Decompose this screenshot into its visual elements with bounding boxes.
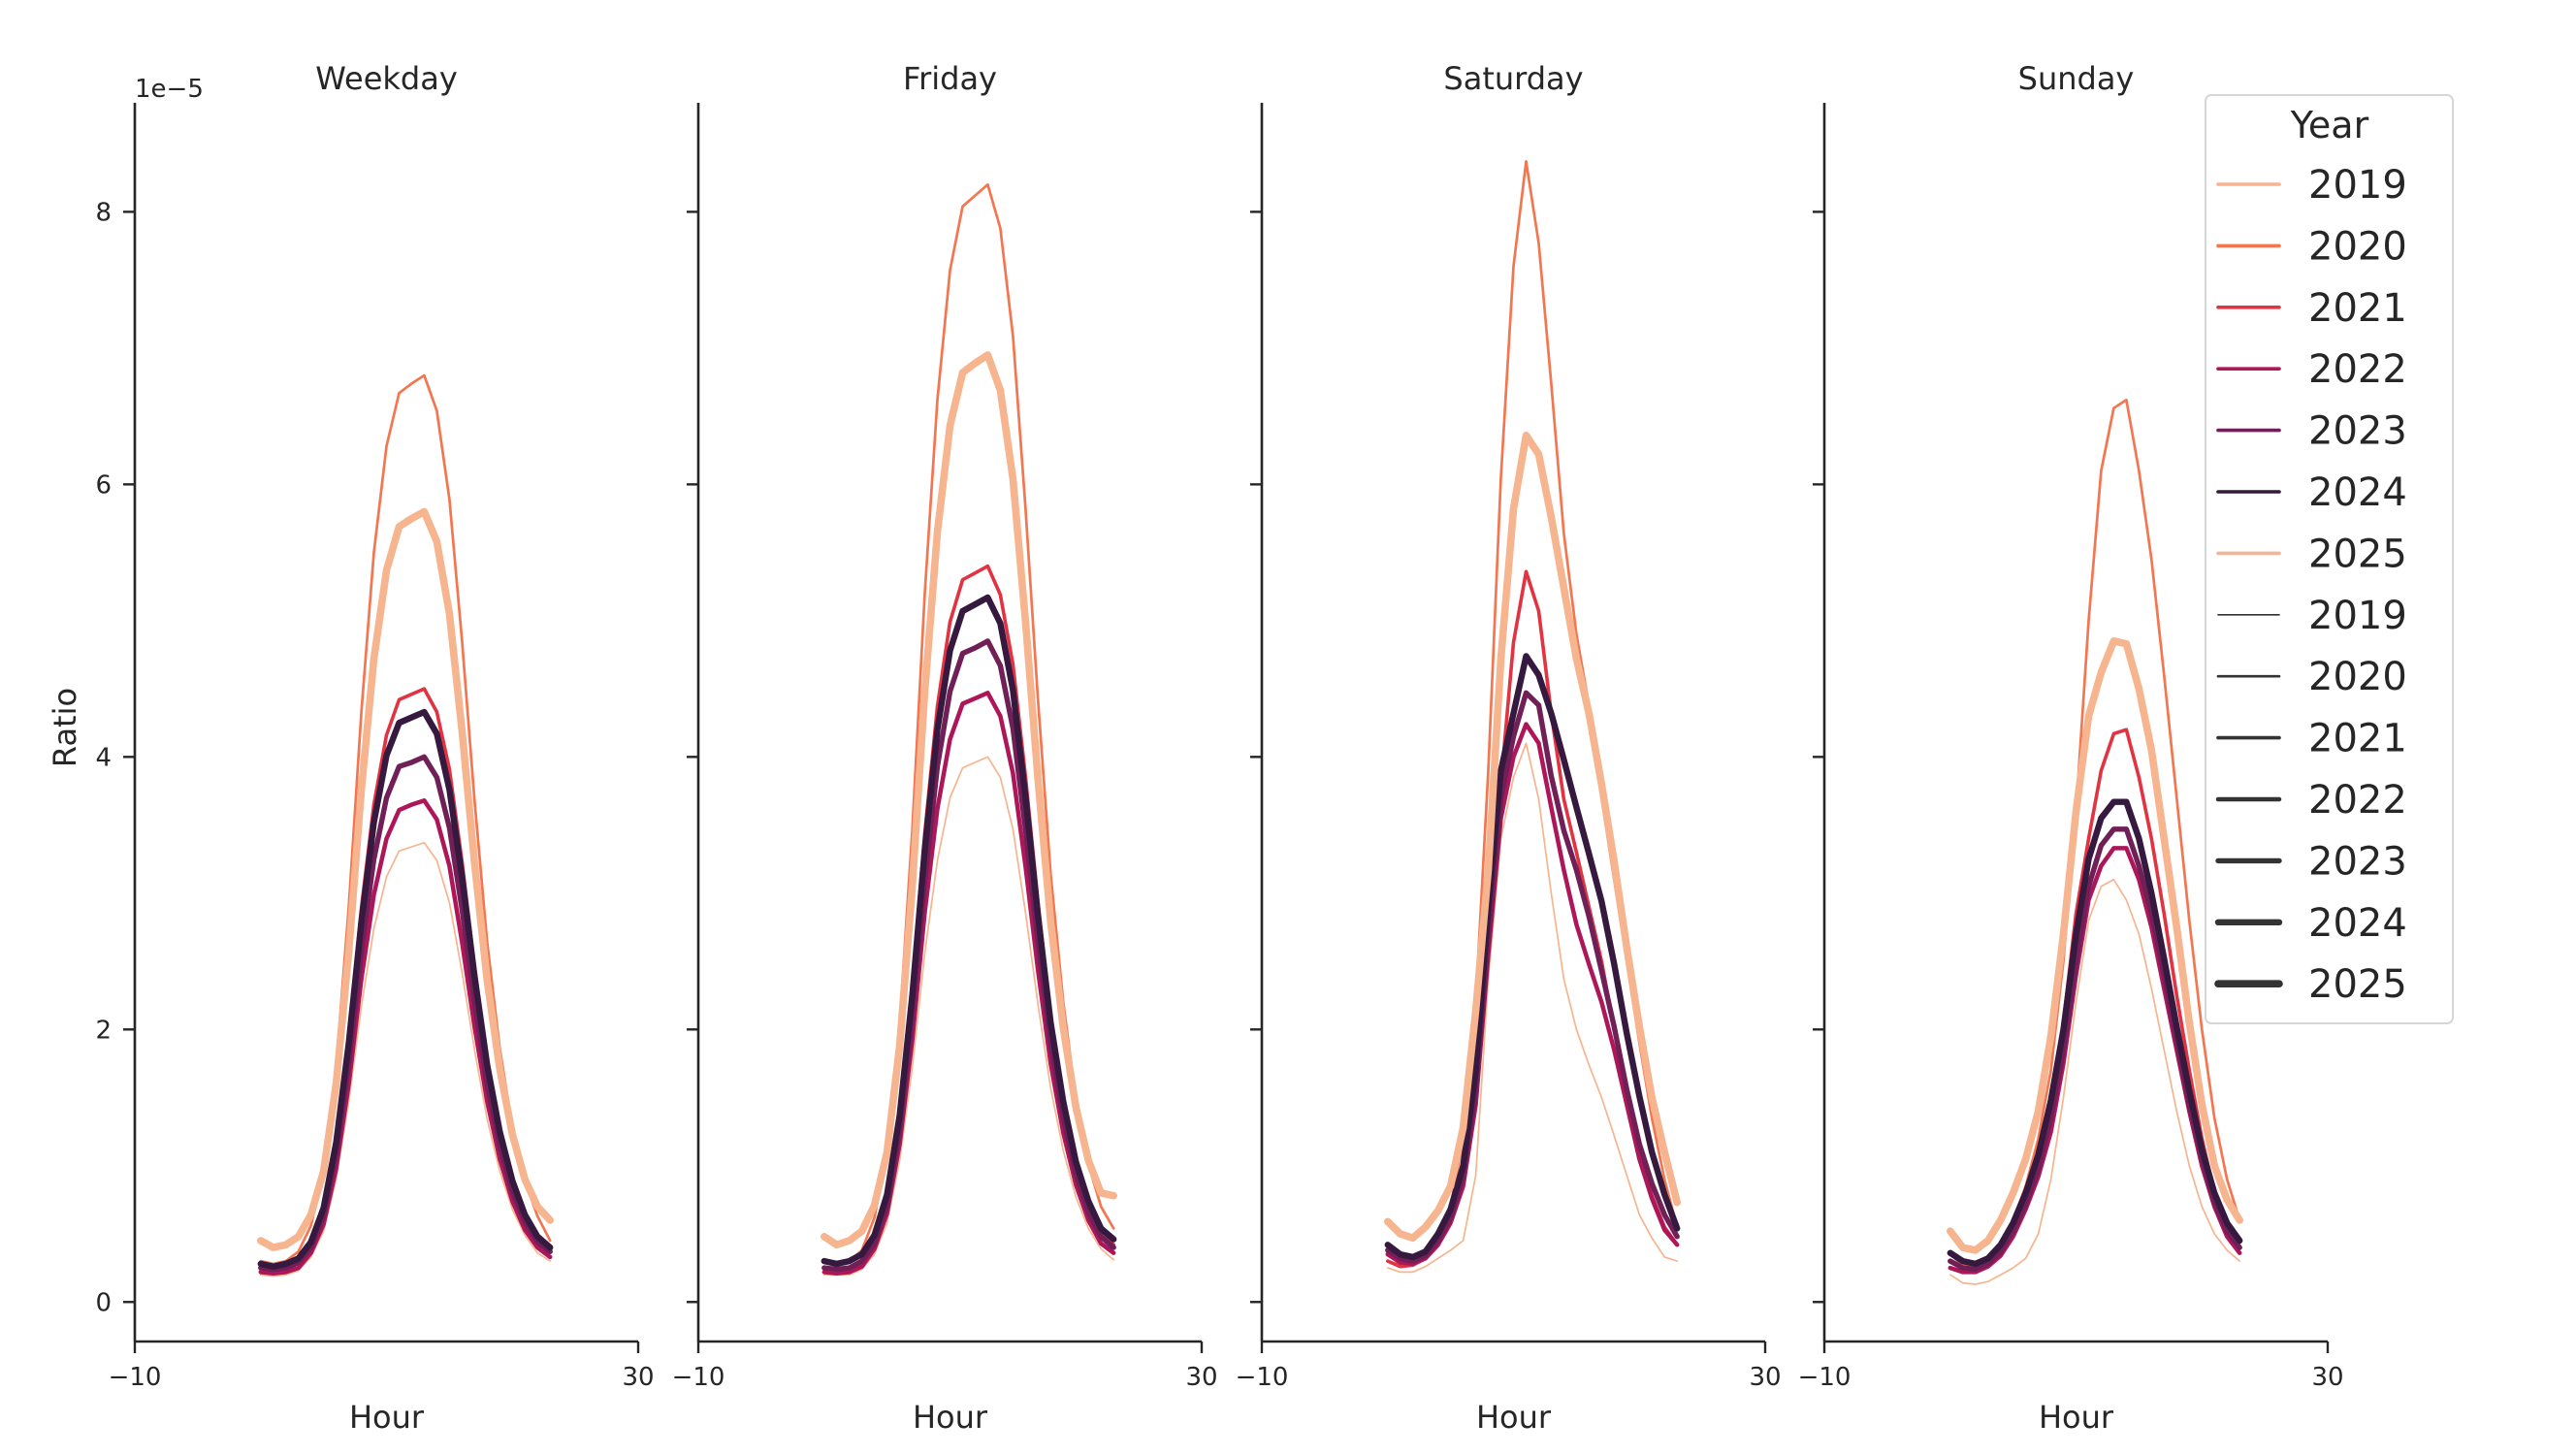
legend-label: 2019 — [2308, 594, 2407, 638]
series-line-2022 — [258, 798, 553, 1277]
series-line-2020 — [822, 182, 1115, 1266]
legend-label: 2022 — [2308, 778, 2407, 823]
series-line-2025 — [1384, 431, 1681, 1242]
series-line-2024 — [1947, 798, 2243, 1268]
series-line-2024 — [257, 708, 554, 1270]
x-axis-label: Hour — [1476, 1399, 1552, 1436]
y-tick-label: 2 — [95, 1016, 112, 1045]
x-tick-label: −10 — [1798, 1363, 1852, 1392]
legend-label: 2024 — [2308, 470, 2407, 515]
series-line-2019 — [1386, 742, 1679, 1274]
x-axis-label: Hour — [349, 1399, 425, 1436]
panel-weekday: Weekday 0 2 4 6 8 −10 30 Hour — [95, 60, 654, 1436]
legend-label: 2023 — [2308, 409, 2407, 454]
x-tick-label: 30 — [1185, 1363, 1217, 1392]
panel-title: Sunday — [2018, 60, 2135, 97]
legend-title: Year — [2290, 104, 2369, 146]
x-tick-label: −10 — [672, 1363, 725, 1392]
legend-frame — [2205, 94, 2454, 1024]
series-line-2019 — [822, 756, 1115, 1277]
y-tick-label: 0 — [95, 1288, 112, 1317]
y-tick-label: 6 — [95, 470, 112, 500]
panel-sunday: Sunday −10 30 Hour — [1798, 60, 2344, 1436]
series-line-2023 — [258, 754, 553, 1273]
x-tick-label: 30 — [622, 1363, 654, 1392]
y-offset-label: 1e−5 — [135, 75, 204, 104]
legend-label: 2020 — [2308, 224, 2407, 269]
series-line-2021 — [1386, 569, 1679, 1269]
series-line-2024 — [1384, 653, 1681, 1261]
legend: Year 2019 2020 2021 2022 2023 2024 2025 2019 202… — [2205, 94, 2454, 1024]
legend-label: 2025 — [2308, 962, 2407, 1007]
series-line-2025 — [820, 351, 1117, 1249]
panel-title: Saturday — [1443, 60, 1583, 97]
series-line-2022 — [821, 691, 1116, 1277]
y-tick-label: 4 — [95, 743, 112, 772]
x-axis-label: Hour — [913, 1399, 988, 1436]
series-line-2023 — [1385, 690, 1680, 1264]
x-tick-label: 30 — [2311, 1363, 2343, 1392]
panel-title: Friday — [903, 60, 997, 97]
legend-label: 2021 — [2308, 286, 2407, 331]
x-axis-label: Hour — [2039, 1399, 2114, 1436]
x-tick-label: −10 — [109, 1363, 162, 1392]
series-line-2019 — [259, 841, 552, 1277]
legend-label: 2023 — [2308, 839, 2407, 884]
legend-label: 2021 — [2308, 717, 2407, 761]
y-axis-label: Ratio — [47, 688, 83, 767]
y-tick-label: 8 — [95, 198, 112, 227]
panel-saturday: Saturday −10 30 Hour — [1236, 60, 1782, 1436]
legend-label: 2020 — [2308, 655, 2407, 699]
legend-label: 2024 — [2308, 901, 2407, 946]
x-tick-label: −10 — [1236, 1363, 1289, 1392]
series-line-2025 — [1947, 637, 2243, 1254]
x-tick-label: 30 — [1749, 1363, 1781, 1392]
panel-friday: Friday −10 30 Hour — [672, 60, 1218, 1436]
series-line-2020 — [259, 373, 552, 1266]
series-line-2024 — [821, 594, 1117, 1268]
legend-label: 2019 — [2308, 163, 2407, 208]
series-line-2025 — [256, 507, 555, 1251]
series-line-2023 — [821, 638, 1116, 1273]
series-line-2019 — [1948, 878, 2241, 1285]
series-line-2020 — [1386, 160, 1679, 1267]
legend-label: 2025 — [2308, 532, 2407, 576]
legend-label: 2022 — [2308, 347, 2407, 392]
panel-title: Weekday — [315, 60, 458, 97]
